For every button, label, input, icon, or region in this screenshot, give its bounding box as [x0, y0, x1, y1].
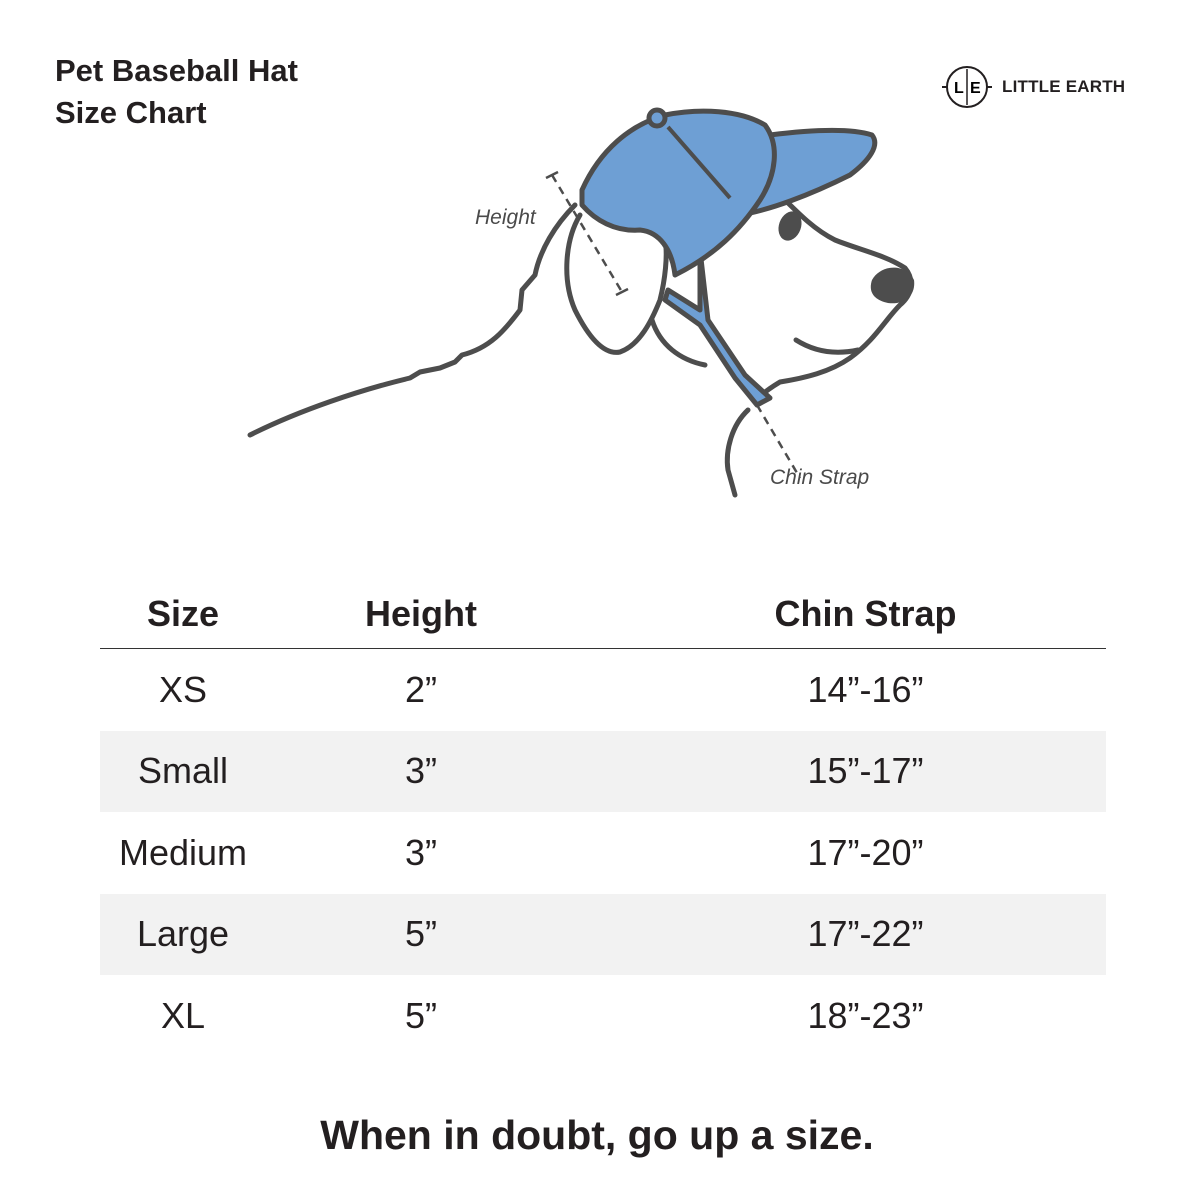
cell-size: Small: [137, 750, 229, 792]
title-line-1: Pet Baseball Hat: [55, 53, 298, 88]
brand-monogram-icon: L E: [942, 66, 992, 108]
dog-jaw-outline: [649, 317, 708, 368]
dog-mouth: [793, 337, 861, 355]
chin-strap-label: Chin Strap: [770, 466, 869, 489]
dog-ear-outline: [564, 212, 669, 355]
cell-height: 5”: [404, 913, 437, 955]
table-header: Size Height Chin Strap: [100, 580, 1106, 649]
dog-back-outline: [247, 202, 578, 438]
cell-chin-strap: 15”-17”: [807, 750, 924, 792]
chin-strap: [662, 247, 773, 408]
header-chin-strap: Chin Strap: [774, 593, 957, 634]
dog-neck-outline: [724, 407, 751, 498]
height-label: Height: [475, 206, 537, 229]
brand-logo: L E LITTLE EARTH: [942, 62, 1125, 112]
header-size: Size: [146, 593, 220, 634]
cap-button: [646, 107, 668, 129]
cell-size: XS: [158, 668, 208, 710]
dog-nose: [870, 267, 915, 304]
dog-with-cap-illustration: Height Chin Strap: [247, 107, 915, 498]
cap: [579, 107, 878, 408]
height-measure-line: [550, 174, 624, 293]
dog-head-outline: [752, 192, 914, 405]
cell-height: 2”: [404, 668, 437, 710]
table-row: Medium 3” 17”-20”: [100, 812, 1106, 894]
cell-chin-strap: 17”-20”: [807, 831, 924, 873]
cell-height: 3”: [404, 750, 437, 792]
size-table: Size Height Chin Strap XS 2” 14”-16” Sma…: [100, 580, 1106, 1057]
svg-text:L: L: [954, 80, 964, 97]
page-title: Pet Baseball Hat Size Chart: [55, 50, 298, 134]
cell-size: Large: [136, 913, 230, 955]
cell-chin-strap: 14”-16”: [807, 668, 924, 710]
table-row: XS 2” 14”-16”: [100, 649, 1106, 731]
dog-eye: [778, 211, 802, 241]
cell-height: 5”: [404, 994, 437, 1036]
header-height: Height: [365, 593, 477, 634]
cell-chin-strap: 17”-22”: [807, 913, 924, 955]
cell-height: 3”: [404, 831, 437, 873]
table-row: XL 5” 18”-23”: [100, 975, 1106, 1057]
cell-size: XL: [160, 994, 206, 1036]
svg-text:E: E: [970, 80, 981, 97]
chin-strap-measure-line: [755, 404, 802, 479]
cell-chin-strap: 18”-23”: [807, 994, 924, 1036]
title-line-2: Size Chart: [55, 95, 207, 130]
cell-size: Medium: [118, 831, 248, 873]
sizing-advice: When in doubt, go up a size.: [320, 1112, 874, 1158]
table-row: Large 5” 17”-22”: [100, 893, 1106, 975]
brand-name: LITTLE EARTH: [1002, 77, 1126, 96]
table-row: Small 3” 15”-17”: [100, 730, 1106, 812]
